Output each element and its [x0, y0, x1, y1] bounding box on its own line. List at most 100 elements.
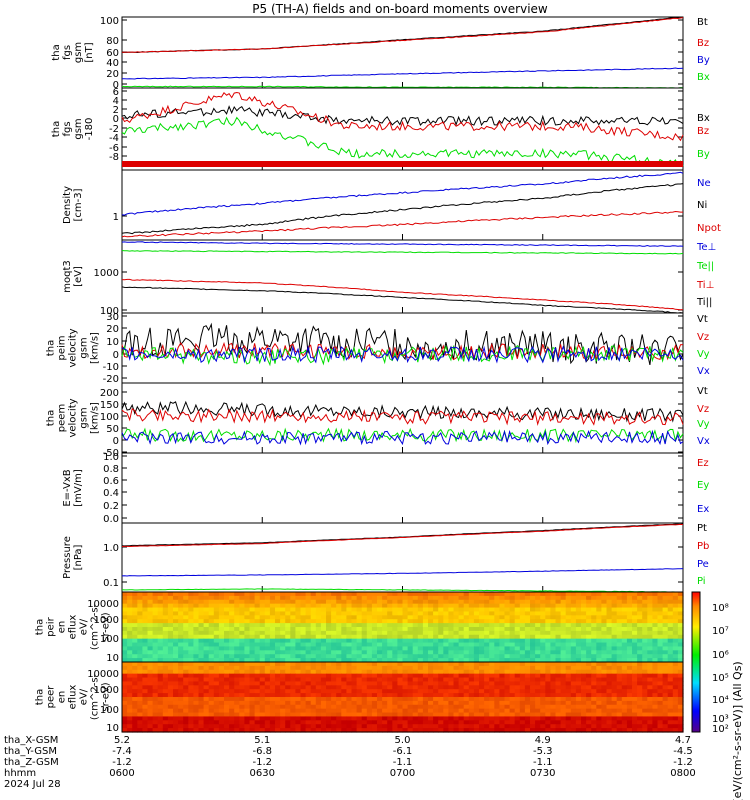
heatmap-cell	[290, 689, 296, 694]
heatmap-cell	[575, 599, 582, 605]
heatmap-cell	[412, 720, 419, 725]
heatmap-cell	[371, 638, 378, 644]
heatmap-cell	[305, 642, 312, 648]
heatmap-cell	[626, 681, 633, 686]
heatmap-cell	[647, 693, 653, 698]
heatmap-cell	[387, 677, 393, 683]
heatmap-cell	[606, 658, 613, 663]
heatmap-cell	[224, 611, 230, 616]
heatmap-cell	[642, 681, 648, 686]
legend-fgs_gsm-0: Bt	[697, 17, 708, 28]
heatmap-cell	[377, 697, 383, 702]
heatmap-cell	[443, 724, 449, 729]
heatmap-cell	[433, 611, 439, 616]
heatmap-cell	[555, 704, 562, 710]
heatmap-cell	[259, 669, 266, 675]
heatmap-cell	[193, 704, 200, 710]
heatmap-cell	[443, 642, 449, 648]
heatmap-cell	[667, 638, 674, 644]
heatmap-cell	[264, 623, 271, 628]
heatmap-cell	[392, 615, 398, 620]
heatmap-cell	[229, 677, 235, 683]
heatmap-cell	[422, 681, 429, 686]
heatmap-cell	[570, 615, 577, 620]
heatmap-cell	[285, 685, 291, 690]
heatmap-cell	[412, 599, 419, 605]
heatmap-cell	[473, 728, 480, 733]
heatmap-cell	[637, 630, 643, 636]
heatmap-cell	[489, 595, 495, 601]
heatmap-cell	[167, 592, 174, 597]
heatmap-cell	[331, 611, 337, 616]
heatmap-cell	[581, 669, 587, 675]
heatmap-cell	[264, 685, 271, 690]
heatmap-cell	[142, 704, 149, 710]
heatmap-cell	[377, 708, 383, 714]
heatmap-cell	[244, 642, 251, 648]
heatmap-cell	[606, 700, 613, 706]
heatmap-cell	[280, 595, 286, 601]
heatmap-cell	[269, 673, 276, 679]
heatmap-cell	[371, 634, 378, 640]
heatmap-cell	[127, 603, 133, 609]
heatmap-cell	[422, 599, 429, 605]
heatmap-cell	[193, 627, 200, 632]
heatmap-cell	[417, 658, 424, 663]
heatmap-cell	[626, 658, 633, 663]
heatmap-cell	[642, 634, 648, 640]
heatmap-cell	[606, 634, 613, 640]
heatmap-cell	[672, 665, 679, 671]
heatmap-cell	[351, 623, 358, 628]
heatmap-cell	[611, 592, 618, 597]
heatmap-cell	[157, 665, 164, 671]
heatmap-cell	[530, 712, 536, 718]
heatmap-cell	[336, 700, 342, 706]
heatmap-cell	[320, 658, 327, 663]
heatmap-cell	[392, 662, 398, 667]
heatmap-cell	[147, 654, 154, 659]
heatmap-cell	[326, 607, 332, 613]
heatmap-cell	[387, 720, 393, 725]
heatmap-cell	[356, 615, 363, 620]
heatmap-cell	[132, 677, 138, 683]
heatmap-cell	[122, 724, 128, 729]
heatmap-cell	[244, 693, 251, 698]
heatmap-cell	[371, 669, 378, 675]
heatmap-cell	[188, 607, 194, 613]
heatmap-cell	[504, 720, 511, 725]
heatmap-cell	[550, 712, 557, 718]
heatmap-cell	[545, 654, 551, 659]
heatmap-cell	[336, 638, 342, 644]
heatmap-cell	[178, 611, 184, 616]
heatmap-cell	[392, 646, 398, 651]
heatmap-cell	[647, 700, 653, 706]
heatmap-cell	[361, 681, 368, 686]
heatmap-cell	[244, 728, 251, 733]
heatmap-cell	[157, 603, 164, 609]
heatmap-cell	[530, 689, 536, 694]
heatmap-cell	[244, 607, 251, 613]
heatmap-cell	[259, 700, 266, 706]
colorbar-tick-label: 10⁵	[712, 673, 729, 684]
heatmap-cell	[509, 650, 516, 655]
heatmap-cell	[275, 646, 281, 651]
series-temperature-Ti||	[121, 286, 684, 314]
legend-efield-1: Ey	[697, 480, 709, 491]
heatmap-cell	[489, 708, 495, 714]
heatmap-cell	[504, 665, 511, 671]
heatmap-cell	[402, 681, 409, 686]
heatmap-cell	[351, 693, 358, 698]
heatmap-cell	[509, 607, 516, 613]
heatmap-cell	[402, 599, 409, 605]
series-fgs_dsl-Bz	[121, 91, 684, 142]
heatmap-cell	[433, 708, 439, 714]
heatmap-cell	[626, 712, 633, 718]
heatmap-cell	[499, 599, 506, 605]
heatmap-cell	[484, 595, 490, 601]
heatmap-cell	[632, 716, 638, 721]
heatmap-cell	[489, 658, 495, 663]
heatmap-cell	[142, 708, 149, 714]
heatmap-cell	[535, 720, 541, 725]
heatmap-cell	[606, 611, 613, 616]
heatmap-cell	[315, 693, 322, 698]
